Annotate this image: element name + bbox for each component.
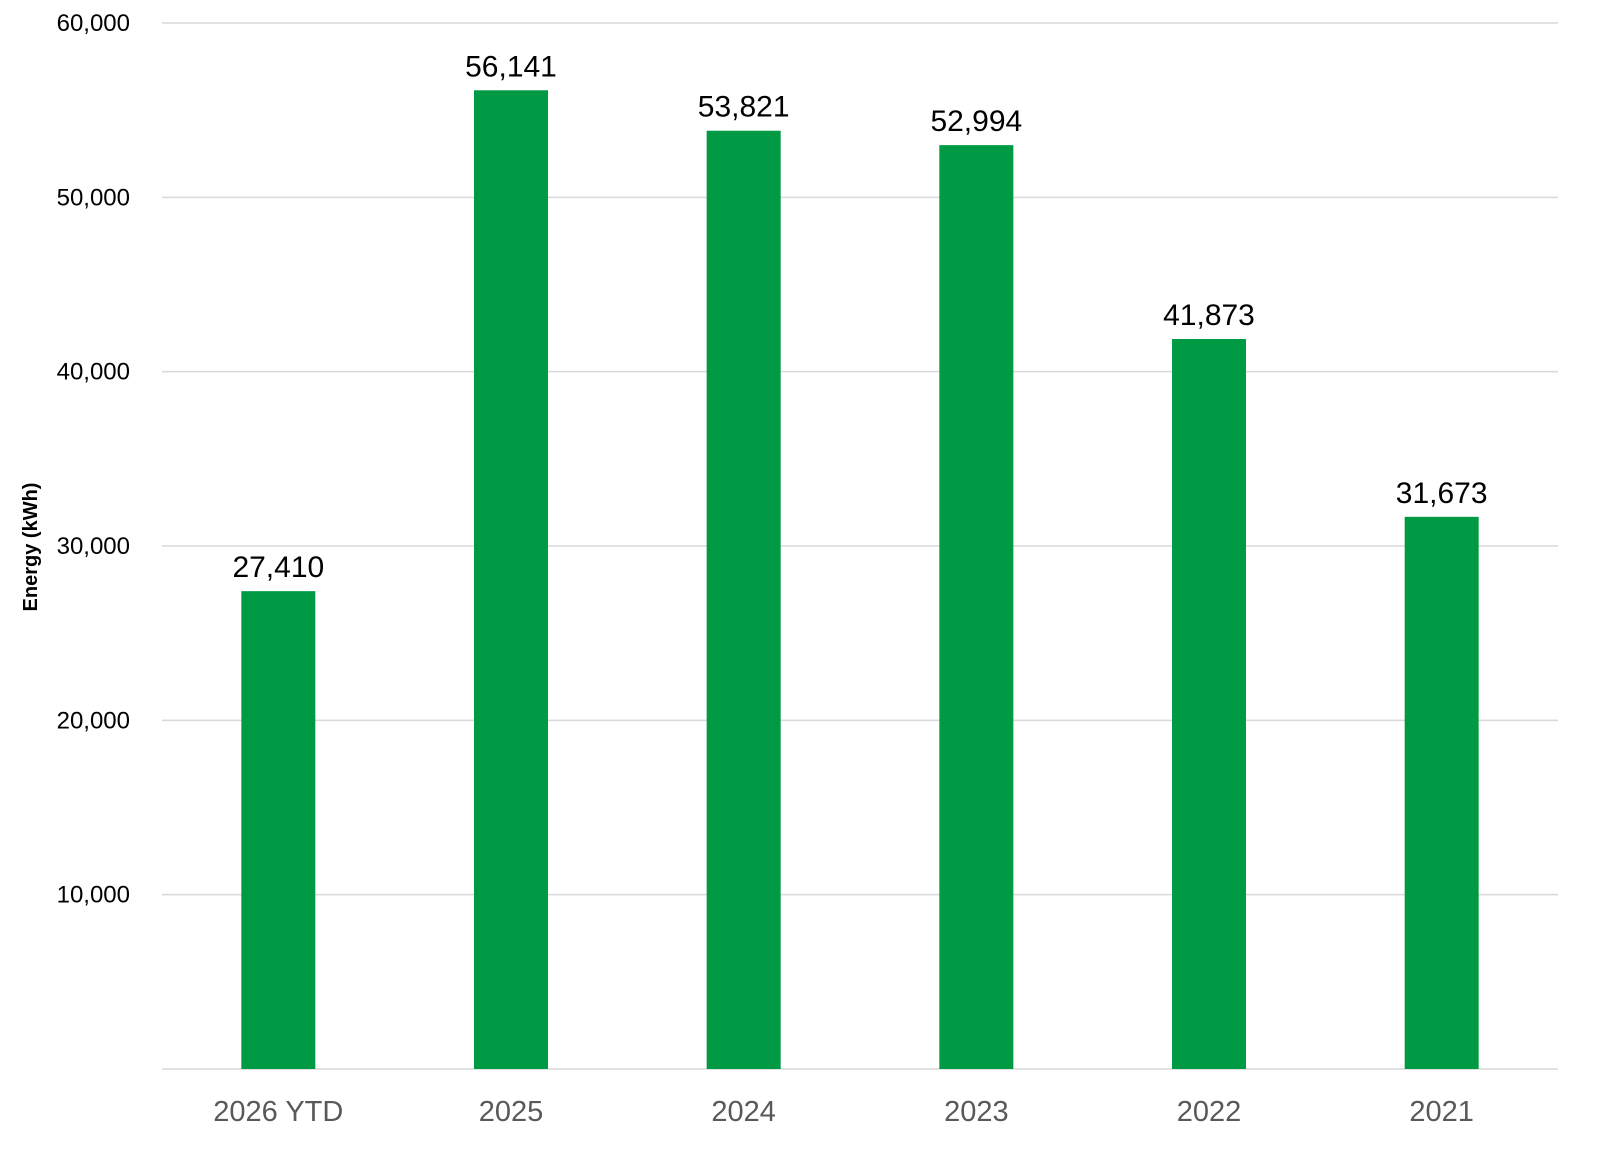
bar-value-label: 52,994 xyxy=(930,105,1022,138)
gridlines xyxy=(162,22,1558,1070)
bar-value-label: 56,141 xyxy=(465,50,557,83)
y-tick-label: 40,000 xyxy=(57,359,130,386)
x-tick-label: 2025 xyxy=(479,1096,544,1128)
bar xyxy=(706,130,781,1069)
y-tick-label: 10,000 xyxy=(57,882,130,909)
x-tick-label: 2026 YTD xyxy=(213,1096,343,1128)
y-axis-title: Energy (kWh) xyxy=(20,483,42,612)
x-tick-label: 2023 xyxy=(944,1096,1009,1128)
bar-value-label: 41,873 xyxy=(1163,299,1255,332)
y-tick-label: 60,000 xyxy=(57,10,130,37)
y-tick-label: 50,000 xyxy=(57,184,130,211)
bar xyxy=(1404,516,1479,1069)
bars xyxy=(241,90,1479,1070)
y-tick-label: 20,000 xyxy=(57,707,130,734)
x-tick-label: 2022 xyxy=(1177,1096,1242,1128)
x-tick-label: 2021 xyxy=(1409,1096,1474,1128)
y-tick-label: 30,000 xyxy=(57,533,130,560)
y-axis-ticks: 10,000 20,000 30,000 40,000 50,000 60,000 xyxy=(57,10,130,909)
bar xyxy=(241,591,316,1069)
data-labels: 27,410 56,141 53,821 52,994 41,873 31,673 xyxy=(232,50,1487,584)
bar-value-label: 53,821 xyxy=(698,91,790,124)
bar xyxy=(1172,339,1246,1069)
bar-value-label: 27,410 xyxy=(232,551,324,584)
x-axis-ticks: 2026 YTD 2025 2024 2023 2022 2021 xyxy=(213,1096,1474,1128)
x-tick-label: 2024 xyxy=(711,1096,776,1128)
bar xyxy=(939,145,1014,1069)
bar xyxy=(474,90,548,1070)
bar-value-label: 31,673 xyxy=(1396,477,1488,510)
